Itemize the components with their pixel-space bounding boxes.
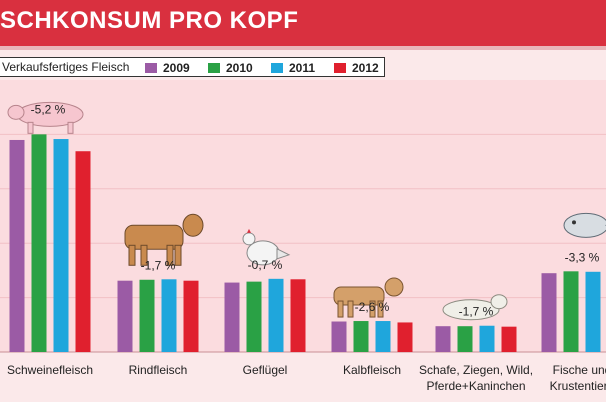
bar-2012-0 xyxy=(75,151,91,352)
category-label: Pferde+Kaninchen xyxy=(426,379,525,393)
bar-2009-0 xyxy=(9,139,25,352)
bar-2012-3 xyxy=(397,322,413,352)
bar-2011-4 xyxy=(479,325,495,352)
bar-2009-1 xyxy=(117,280,133,352)
legend-label: 2009 xyxy=(163,61,190,75)
legend-label: 2011 xyxy=(289,61,316,75)
cow-icon xyxy=(124,213,204,266)
change-label: -3,3 % xyxy=(565,250,600,264)
change-label: -5,2 % xyxy=(31,102,66,116)
category-label: Fische und xyxy=(553,363,606,377)
bar-2010-2 xyxy=(246,281,262,352)
header-shadow xyxy=(0,46,606,50)
bar-2011-5 xyxy=(585,271,601,352)
bar-2010-5 xyxy=(563,271,579,352)
bar-2011-0 xyxy=(53,139,69,352)
legend-swatch xyxy=(334,63,346,73)
bar-2010-3 xyxy=(353,321,369,352)
change-label: -2,6 % xyxy=(355,300,390,314)
legend-swatch xyxy=(271,63,283,73)
fish-icon xyxy=(563,212,606,238)
bar-2009-5 xyxy=(541,273,557,352)
bar-2012-1 xyxy=(183,280,199,352)
category-label: Rindfleisch xyxy=(129,363,188,377)
change-label: -1,7 % xyxy=(141,258,176,272)
legend-label: 2012 xyxy=(352,61,379,75)
bar-2010-1 xyxy=(139,279,155,352)
legend-swatch xyxy=(145,63,157,73)
sheep-icon xyxy=(442,294,508,321)
category-label: Geflügel xyxy=(243,363,288,377)
bar-2010-4 xyxy=(457,326,473,352)
change-label: -0,7 % xyxy=(248,258,283,272)
bar-2012-4 xyxy=(501,326,517,352)
category-label: Schafe, Ziegen, Wild, xyxy=(419,363,533,377)
legend: Verkaufsfertiges Fleisch 2009 2010 2011 … xyxy=(0,57,385,77)
page-title: SCHKONSUM PRO KOPF xyxy=(0,7,299,34)
header-bar: SCHKONSUM PRO KOPF xyxy=(0,0,606,46)
bar-2009-2 xyxy=(224,282,240,352)
bar-2011-2 xyxy=(268,278,284,352)
bar-2012-2 xyxy=(290,279,306,352)
change-label: -1,7 % xyxy=(459,305,494,319)
bar-2011-1 xyxy=(161,279,177,352)
bar-2009-3 xyxy=(331,321,347,352)
category-label: Kalbfleisch xyxy=(343,363,401,377)
category-label: Krustentiere xyxy=(550,379,606,393)
bar-2009-4 xyxy=(435,326,451,352)
bar-2010-0 xyxy=(31,134,47,352)
bar-2011-3 xyxy=(375,321,391,352)
chicken-icon xyxy=(242,228,291,266)
calf-icon xyxy=(333,277,404,318)
category-label: Schweinefleisch xyxy=(7,363,93,377)
pig-icon xyxy=(7,101,84,134)
legend-swatch xyxy=(208,63,220,73)
legend-title: Verkaufsfertiges Fleisch xyxy=(2,60,130,74)
legend-label: 2010 xyxy=(226,61,253,75)
